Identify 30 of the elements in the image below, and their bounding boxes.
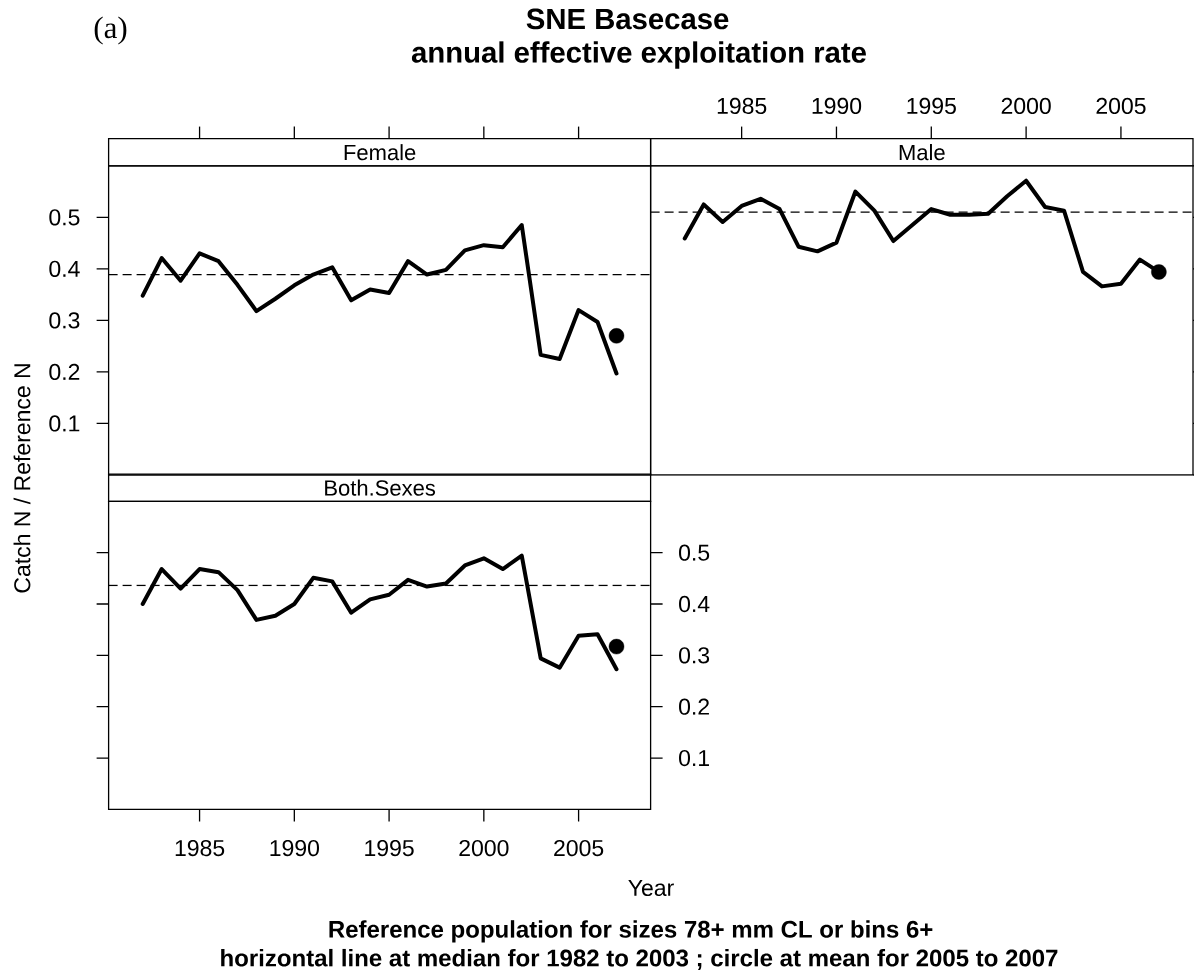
y-tick-label: 0.5 [49, 209, 80, 226]
x-tick-label: 2005 [1096, 97, 1146, 115]
chart-title: Both.Sexes [325, 479, 436, 496]
text: Reference population for sizes 78+ mm CL or bins 6+ [329, 920, 933, 943]
x-tick-label: 2000 [1001, 97, 1051, 115]
text: annual effective exploitation rate [411, 41, 866, 69]
y-tick-label: 0.1 [679, 749, 709, 767]
y-tick-label: 0.2 [679, 698, 709, 715]
x-tick-label: 2000 [459, 839, 509, 857]
x-tick-label: 1995 [907, 97, 956, 115]
x-tick-label: 1995 [365, 839, 414, 857]
y-tick-label: 0.4 [679, 595, 710, 613]
y-tick-label: 0.3 [49, 312, 80, 329]
y-tick-label: 0.2 [49, 363, 80, 381]
x-tick-label: 1990 [812, 97, 862, 115]
chart-title: Male [899, 144, 945, 161]
y-tick-label: 0.4 [49, 260, 80, 277]
x-tick-label: 1990 [270, 839, 320, 857]
text: SNE Basecase [526, 8, 729, 30]
y-tick-label: 0.1 [49, 415, 80, 432]
y-axis-title: Catch N / Reference N [13, 364, 31, 593]
x-axis-title: Year [628, 879, 674, 896]
x-tick-label: 1985 [175, 839, 225, 857]
text: (a) [94, 16, 127, 45]
y-tick-label: 0.5 [679, 544, 710, 561]
text: horizontal line at median for 1982 to 2003 ; circle at mean for 2005 to 2007 [221, 948, 1058, 971]
chart-title: Female [344, 144, 416, 161]
y-tick-label: 0.3 [679, 647, 710, 664]
x-tick-label: 2005 [554, 839, 604, 857]
x-tick-label: 1985 [717, 97, 767, 115]
